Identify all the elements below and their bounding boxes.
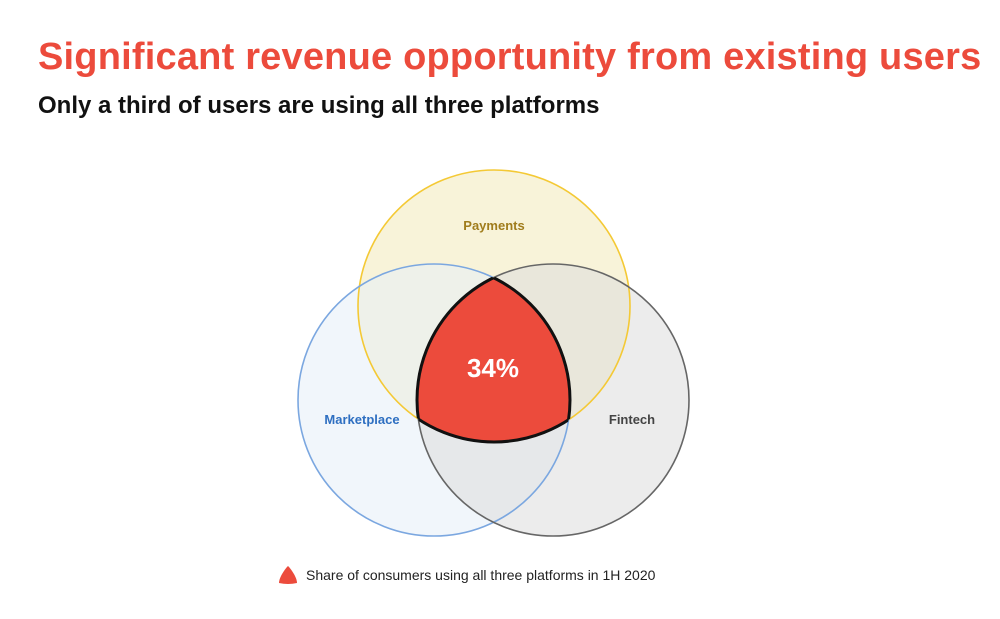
page-title: Significant revenue opportunity from exi… [38,36,982,78]
triangle-legend-icon [279,566,297,584]
legend: Share of consumers using all three platf… [278,565,655,585]
intersection-border-top [417,264,570,444]
fintech-label: Fintech [609,412,655,427]
intersection-border-left [417,264,572,442]
payments-label: Payments [463,218,524,233]
intersection-border-right [415,264,570,442]
marketplace-label: Marketplace [324,412,399,427]
triple-intersection [417,264,570,442]
intersection-value: 34% [467,353,519,383]
page-subtitle: Only a third of users are using all thre… [38,92,600,119]
legend-label: Share of consumers using all three platf… [306,567,656,583]
